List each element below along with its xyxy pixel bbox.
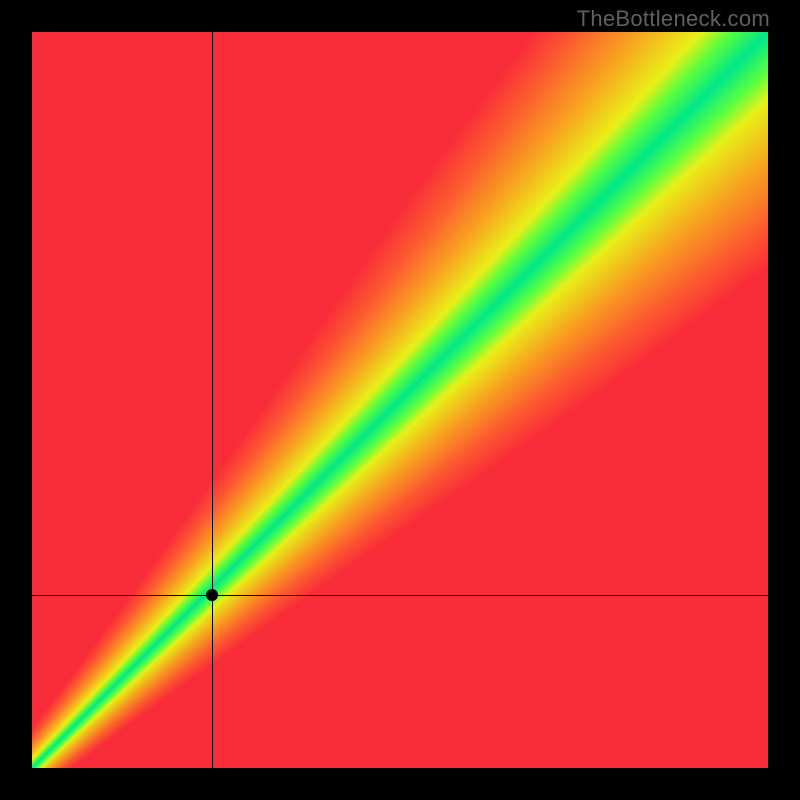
crosshair-horizontal xyxy=(32,595,768,596)
heatmap-plot xyxy=(32,32,768,768)
crosshair-vertical xyxy=(212,32,213,768)
heatmap-canvas xyxy=(32,32,768,768)
selection-marker xyxy=(206,589,218,601)
watermark-text: TheBottleneck.com xyxy=(577,6,770,32)
